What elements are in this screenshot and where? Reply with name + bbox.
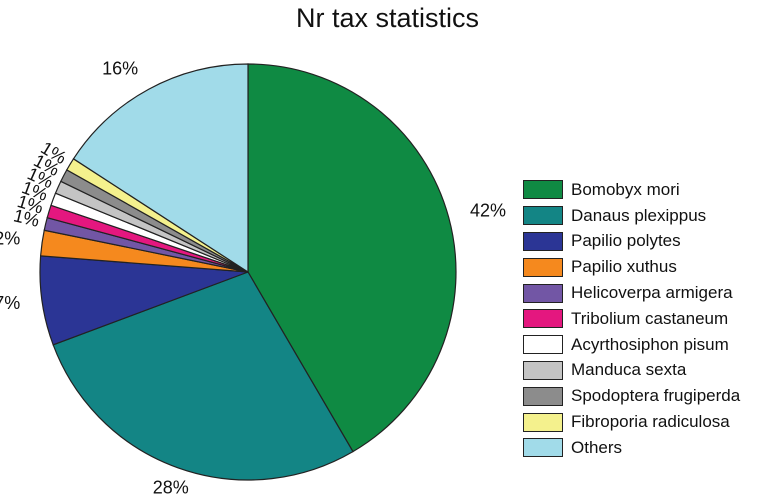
pie-label-others: 16% [102, 59, 138, 79]
legend-item-bomobyx-mori: Bomobyx mori [523, 177, 740, 203]
legend-swatch [523, 386, 563, 406]
legend-label: Danaus plexippus [571, 205, 707, 225]
pie-slice-danaus-plexippus [52, 271, 354, 481]
legend-swatch [523, 180, 563, 200]
legend-label: Papilio polytes [571, 231, 681, 251]
pie-label-papilio-xuthus: 2% [0, 229, 20, 249]
legend: Bomobyx mori Danaus plexippus Papilio poly… [523, 177, 740, 461]
legend-item-papilio-xuthus: Papilio xuthus [523, 254, 740, 280]
legend-swatch [523, 412, 563, 432]
legend-item-spodoptera-frugiperda: Spodoptera frugiperda [523, 383, 740, 409]
pie-label-papilio-polytes: 7% [0, 293, 20, 313]
pie-slice-bomobyx-mori [247, 63, 457, 453]
legend-label: Acyrthosiphon pisum [571, 334, 729, 354]
legend-label: Manduca sexta [571, 360, 687, 380]
pie-label-danaus-plexippus: 28% [153, 477, 189, 497]
legend-swatch [523, 360, 563, 380]
legend-label: Spodoptera frugiperda [571, 386, 741, 406]
legend-swatch [523, 309, 563, 329]
pie-slice-others [72, 63, 249, 274]
legend-label: Others [571, 437, 623, 457]
legend-swatch [523, 335, 563, 355]
legend-label: Papilio xuthus [571, 257, 677, 277]
legend-swatch [523, 231, 563, 251]
legend-item-danaus-plexippus: Danaus plexippus [523, 203, 740, 229]
legend-item-manduca-sexta: Manduca sexta [523, 358, 740, 384]
pie-label-bomobyx-mori: 42% [470, 201, 506, 221]
legend-label: Tribolium castaneum [571, 308, 729, 328]
chart-title: Nr tax statistics [295, 3, 480, 33]
legend-item-helicoverpa-armigera: Helicoverpa armigera [523, 280, 740, 306]
legend-item-others: Others [523, 435, 740, 461]
legend-label: Fibroporia radiculosa [571, 412, 730, 432]
legend-item-fibroporia-radiculosa: Fibroporia radiculosa [523, 409, 740, 435]
legend-swatch [523, 283, 563, 303]
legend-item-acyrthosiphon-pisum: Acyrthosiphon pisum [523, 332, 740, 358]
legend-swatch [523, 257, 563, 277]
legend-swatch [523, 206, 563, 226]
legend-item-tribolium-castaneum: Tribolium castaneum [523, 306, 740, 332]
legend-label: Bomobyx mori [571, 179, 680, 199]
legend-label: Helicoverpa armigera [571, 283, 733, 303]
legend-item-papilio-polytes: Papilio polytes [523, 229, 740, 255]
legend-swatch [523, 438, 563, 458]
